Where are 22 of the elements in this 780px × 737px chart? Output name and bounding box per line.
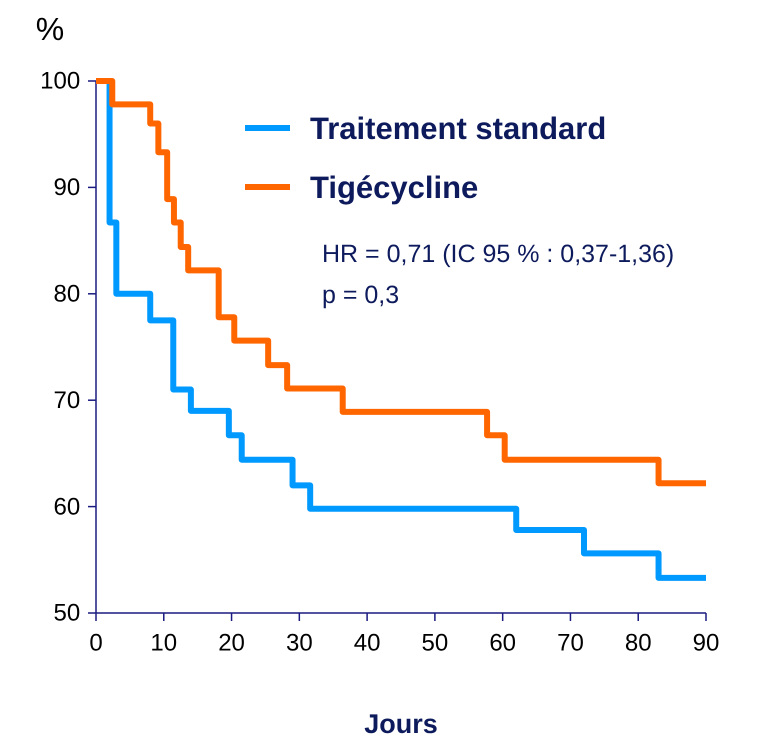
y-tick-label: 70: [53, 386, 80, 414]
x-tick-label: 40: [354, 629, 380, 656]
x-tick-label: 50: [422, 629, 448, 656]
y-tick-label: 50: [53, 600, 80, 627]
x-tick-label: 70: [557, 629, 584, 656]
y-tick-label: 90: [53, 174, 80, 202]
annotation: p = 0,3: [322, 281, 400, 309]
x-tick-label: 10: [150, 629, 178, 656]
x-tick-label: 80: [624, 629, 652, 656]
x-tick-label: 30: [286, 629, 313, 656]
x-tick-label: 60: [489, 629, 516, 656]
x-tick-label: 0: [89, 629, 103, 656]
annotation: HR = 0,71 (IC 95 % : 0,37-1,36): [322, 240, 674, 268]
y-axis-title: %: [36, 11, 64, 47]
y-tick-label: 80: [53, 280, 80, 308]
legend-label: Traitement standard: [310, 111, 606, 146]
legend-label: Tigécycline: [310, 170, 478, 205]
y-tick-label: 100: [40, 68, 80, 95]
x-axis-title: Jours: [364, 709, 438, 737]
y-tick-label: 60: [53, 493, 80, 520]
x-tick-label: 90: [692, 629, 720, 656]
x-tick-label: 20: [218, 629, 245, 656]
